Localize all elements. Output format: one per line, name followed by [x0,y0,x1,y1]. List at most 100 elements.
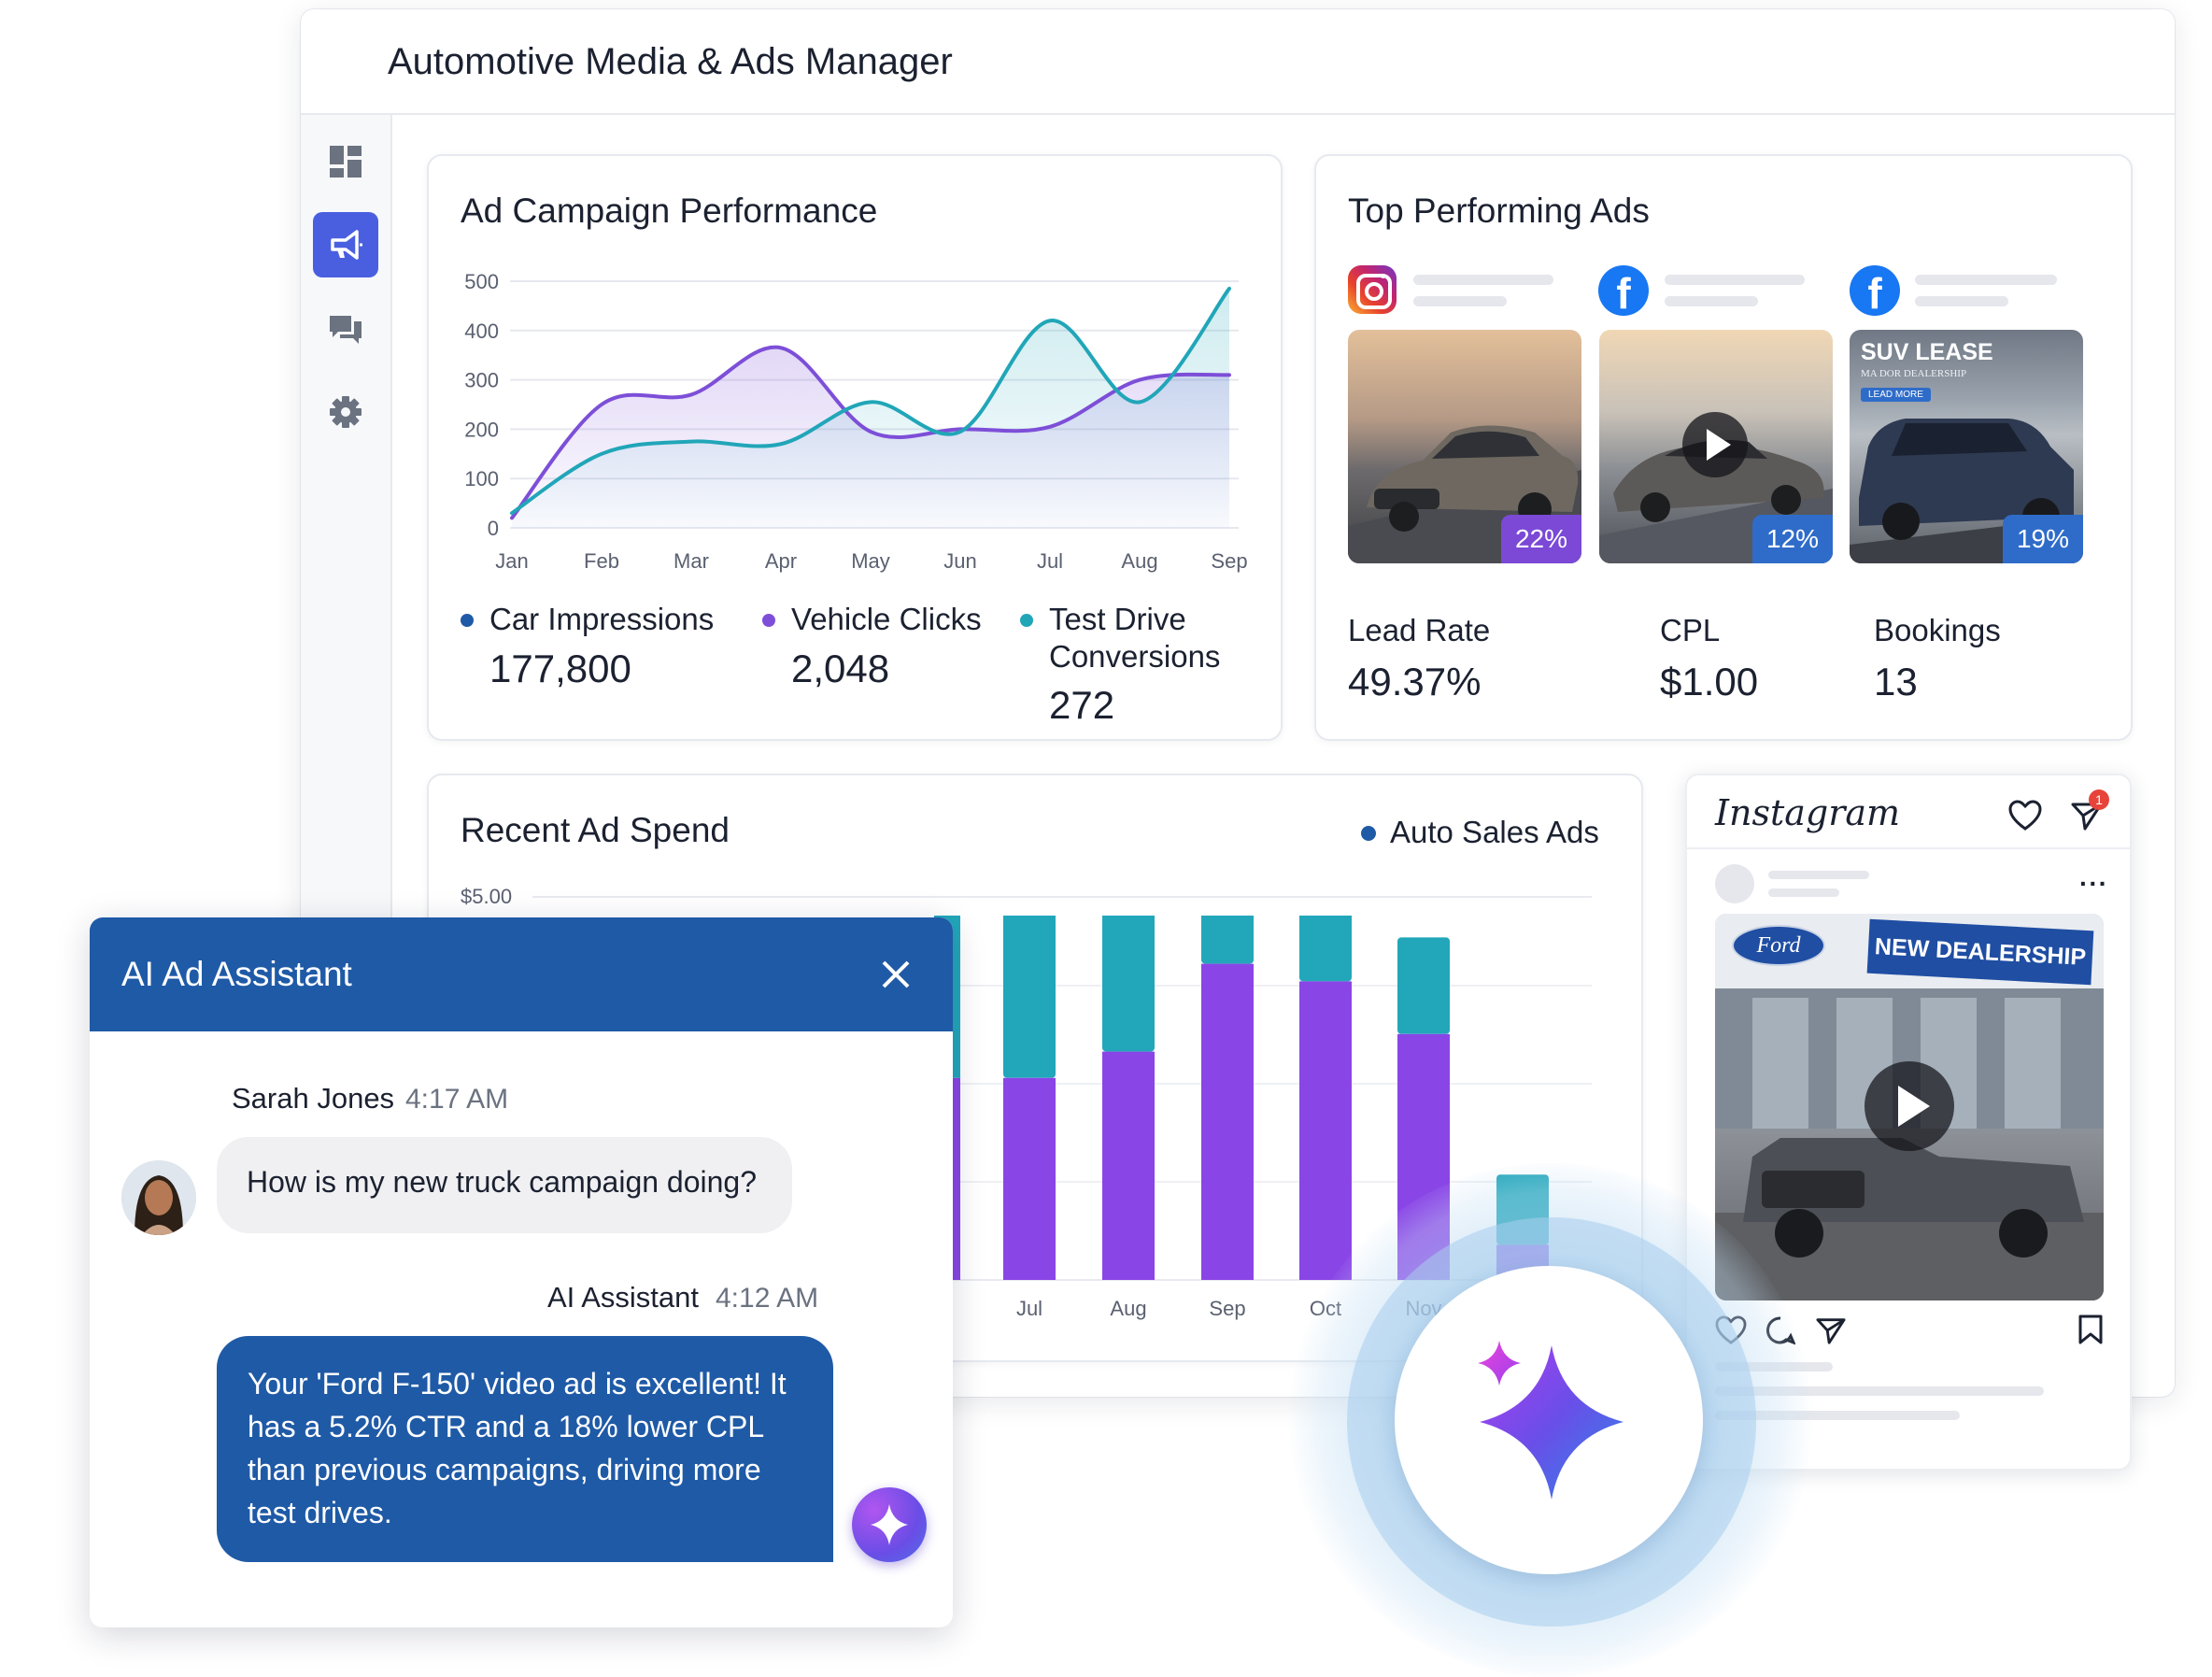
legend-label-clicks: Vehicle Clicks [791,602,982,636]
chat-bubbles-icon [330,316,362,344]
placeholder-line [1915,275,2057,285]
ad-percent-badge: 19% [2003,515,2083,563]
x-tick-label: Sep [1211,549,1247,573]
x-tick-label: Jul [1016,1297,1042,1320]
metric-label-bookings: Bookings [1874,613,2001,647]
bar-segment-teal [1397,937,1450,1034]
legend-label-conversions-2: Conversions [1049,639,1221,674]
sparkle-icon [871,1504,908,1545]
ai-message-line: than previous campaigns, driving more [248,1453,761,1486]
placeholder-line [1768,871,1869,879]
facebook-icon: f [1598,265,1649,316]
bar-segment-purple [1102,1051,1155,1280]
ig-divider [1685,847,2132,849]
y-tick-label: 200 [464,418,499,441]
message-sender-ai: AI Assistant [547,1281,699,1314]
x-tick-label: May [851,549,890,573]
bar-segment-purple [1003,1077,1056,1280]
series-area [512,288,1229,528]
x-tick-label: Jun [943,549,976,573]
suv-overlay-title: SUV LEASE [1861,339,1993,365]
placeholder-line [1715,1386,2044,1396]
gridline [532,896,1592,898]
legend-dot-impressions [461,614,474,627]
bar-segment-teal [1102,916,1155,1052]
ad-thumbnail-sports-car[interactable]: 12% [1599,330,1833,563]
close-icon[interactable] [880,959,912,990]
notification-badge: 1 [2089,789,2109,810]
ai-assistant-panel: AI Ad Assistant Sarah Jones 4:17 AM How … [90,917,953,1627]
ai-message-line: Your 'Ford F-150' video ad is excellent!… [248,1367,787,1400]
x-tick-label: Feb [584,549,619,573]
y-tick-label: 300 [464,369,499,392]
metric-value-lead-rate: 49.37% [1348,660,1482,703]
ai-sparkle-icon [1478,1341,1624,1499]
sidebar-item-settings[interactable] [313,379,378,445]
user-avatar-image [121,1160,196,1235]
play-icon [1707,429,1731,461]
bar-segment-teal [1003,916,1056,1078]
placeholder-line [1915,296,2008,306]
play-icon [1898,1086,1930,1127]
x-tick-label: Jul [1037,549,1063,573]
instagram-post-image[interactable]: Ford NEW DEALERSHIP [1715,914,2104,1300]
x-tick-label: Jan [495,549,528,573]
ai-sparkle-button[interactable] [852,1487,927,1562]
bar-segment-purple [1201,963,1254,1280]
ford-logo: Ford [1732,925,1825,966]
bar-segment-purple [1299,981,1352,1280]
user-message-bubble: How is my new truck campaign doing? [217,1137,792,1233]
play-button[interactable] [1682,412,1748,477]
spend-legend-dot [1361,826,1376,841]
sidebar-item-campaigns[interactable] [313,212,378,277]
placeholder-line [1665,296,1758,306]
ad-thumbnail-sedan[interactable]: 22% [1348,330,1581,563]
message-time-ai: 4:12 AM [716,1283,819,1314]
campaign-card-title: Ad Campaign Performance [461,192,878,230]
legend-dot-conversions [1020,614,1033,627]
campaign-line-chart: 0 100 200 300 400 500 Jan Feb Mar Apr May Jun Jul Aug… [464,270,1247,573]
placeholder-line [1665,275,1805,285]
bar-segment-teal [1299,916,1352,982]
ai-message-line: test drives. [248,1496,392,1529]
metric-label-cpl: CPL [1660,613,1721,647]
bookmark-icon[interactable] [2077,1314,2105,1345]
sidebar-item-messages[interactable] [313,297,378,362]
play-button[interactable] [1865,1061,1954,1151]
clicks-value: 2,048 [791,647,890,690]
sidebar-item-dashboard[interactable] [313,129,378,194]
message-sender-user: Sarah Jones [232,1082,395,1115]
app-title: Automotive Media & Ads Manager [388,41,953,82]
conversions-value: 272 [1049,683,1115,727]
legend-dot-clicks [762,614,775,627]
spend-card-title: Recent Ad Spend [461,811,730,849]
placeholder-line [1715,1411,1960,1420]
bar-segment-teal [1201,916,1254,964]
legend-label-conversions-1: Test Drive [1049,602,1186,636]
ai-message-line: has a 5.2% CTR and a 18% lower CPL [248,1410,765,1443]
y-tick-label: 400 [464,320,499,343]
more-options-icon[interactable]: ··· [2079,869,2108,898]
y-tick-label: 100 [464,467,499,490]
instagram-logo: Instagram [1715,792,1901,833]
heart-icon[interactable] [2008,800,2042,831]
dashboard-icon [330,146,362,178]
ad-thumbnail-suv[interactable]: SUV LEASE MA DOR DEALERSHIP LEAD MORE 19… [1850,330,2083,563]
share-icon[interactable] [1815,1315,1847,1345]
y-tick-label: 500 [464,270,499,293]
ai-message-bubble: Your 'Ford F-150' video ad is excellent!… [217,1336,833,1562]
chat-title: AI Ad Assistant [121,955,352,993]
suv-overlay-subtitle: MA DOR DEALERSHIP [1861,368,1967,379]
legend-label-impressions: Car Impressions [489,602,715,636]
suv-overlay-button: LEAD MORE [1861,388,1931,402]
x-tick-label: Apr [765,549,797,573]
avatar-placeholder [1715,864,1754,903]
ai-orb-button[interactable] [1395,1266,1703,1574]
x-tick-label: Sep [1209,1297,1245,1320]
placeholder-line [1768,888,1839,897]
spend-y-label: $5.00 [461,885,513,908]
message-time-user: 4:17 AM [405,1084,509,1115]
spend-legend-label: Auto Sales Ads [1390,815,1599,849]
placeholder-line [1413,275,1553,285]
series-line [510,286,1231,516]
